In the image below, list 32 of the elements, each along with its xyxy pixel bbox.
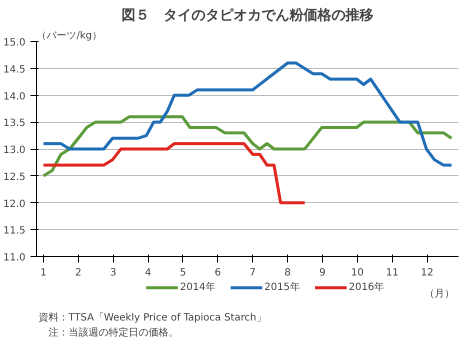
x-tick-label: 3: [110, 268, 116, 278]
x-axis-title: （月）: [424, 288, 454, 300]
y-tick-label: 13.0: [3, 145, 26, 156]
x-tick-label: 6: [214, 268, 222, 278]
y-tick-label: 13.5: [3, 118, 26, 130]
y-tick-label: 14.5: [3, 64, 26, 76]
line-series: [42, 62, 454, 167]
x-tick-label: 7: [250, 268, 256, 278]
x-tick-label: 11: [386, 268, 399, 278]
x-tick-label: 1: [40, 268, 47, 278]
y-tick-label: 11.5: [3, 226, 26, 237]
x-tick-label: 2: [75, 268, 82, 278]
line-series: [42, 142, 306, 204]
y-tick-label: 11.0: [3, 252, 26, 264]
chart-title: 図５ タイのタピオカでん粉価格の推移: [122, 8, 374, 24]
text: 注：当該週の特定日の価格。: [48, 326, 178, 338]
x-tick-label: 5: [180, 268, 186, 278]
y-axis-title: （バーツ/kg）: [36, 30, 102, 42]
x-tick-label: 10: [350, 268, 364, 278]
legend-label: 2014年: [180, 281, 216, 294]
y-tick-label: 12.0: [3, 198, 26, 210]
x-tick-label: 4: [144, 268, 152, 278]
line-series: [42, 115, 454, 178]
y-tick-label: 14.0: [3, 91, 26, 102]
legend-label: 2015年: [264, 281, 300, 294]
legend-label: 2016年: [348, 281, 384, 294]
y-tick-label: 15.0: [3, 38, 26, 48]
text: 資料：TTSA「Weekly Price of Tapioca Starch」: [38, 312, 266, 324]
x-tick-label: 8: [284, 268, 291, 278]
x-tick-label: 12: [420, 268, 434, 278]
x-tick-label: 9: [319, 268, 326, 278]
y-tick-label: 12.5: [3, 172, 26, 183]
